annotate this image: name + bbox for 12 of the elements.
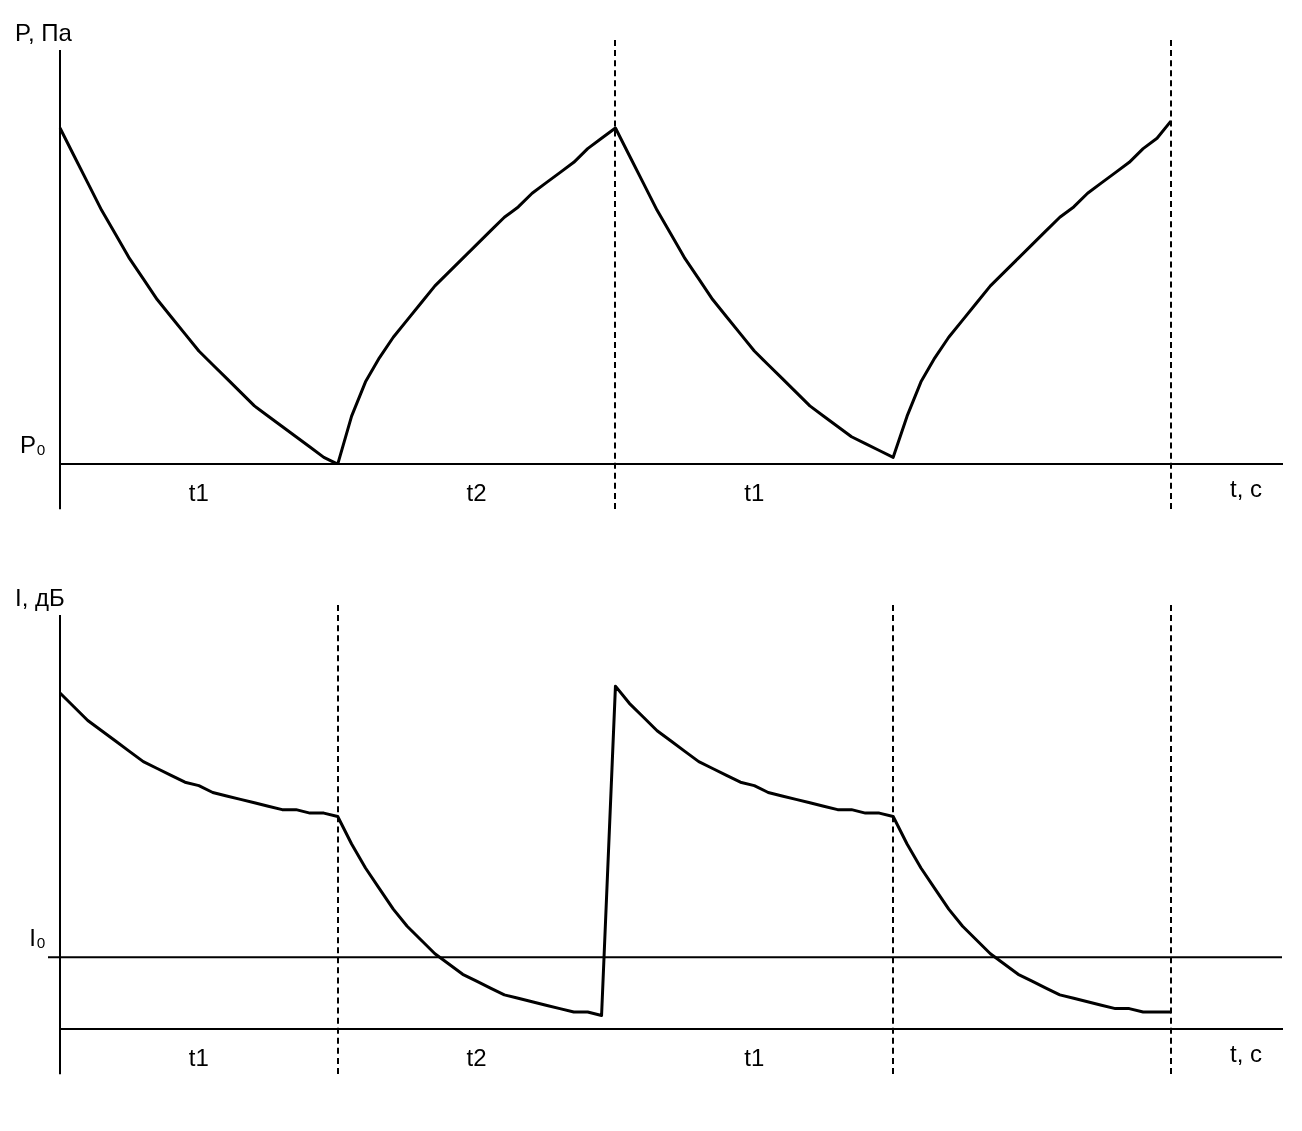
text: P₀: [20, 430, 46, 458]
x-tick-label: t2: [466, 479, 487, 507]
x-axis-title: t, c: [1229, 474, 1262, 502]
x-tick-label: t1: [744, 1044, 765, 1072]
ref-line-label: I₀: [29, 923, 46, 951]
y-axis-title: P, Па: [15, 18, 73, 46]
x-tick-label: t2: [466, 1044, 487, 1072]
x-axis-title: t, c: [1229, 1039, 1262, 1067]
x-tick-label: t1: [188, 1044, 209, 1072]
x-tick-label: t1: [744, 479, 765, 507]
y-axis-title: I, дБ: [15, 583, 65, 611]
x-tick-label: t1: [188, 479, 209, 507]
